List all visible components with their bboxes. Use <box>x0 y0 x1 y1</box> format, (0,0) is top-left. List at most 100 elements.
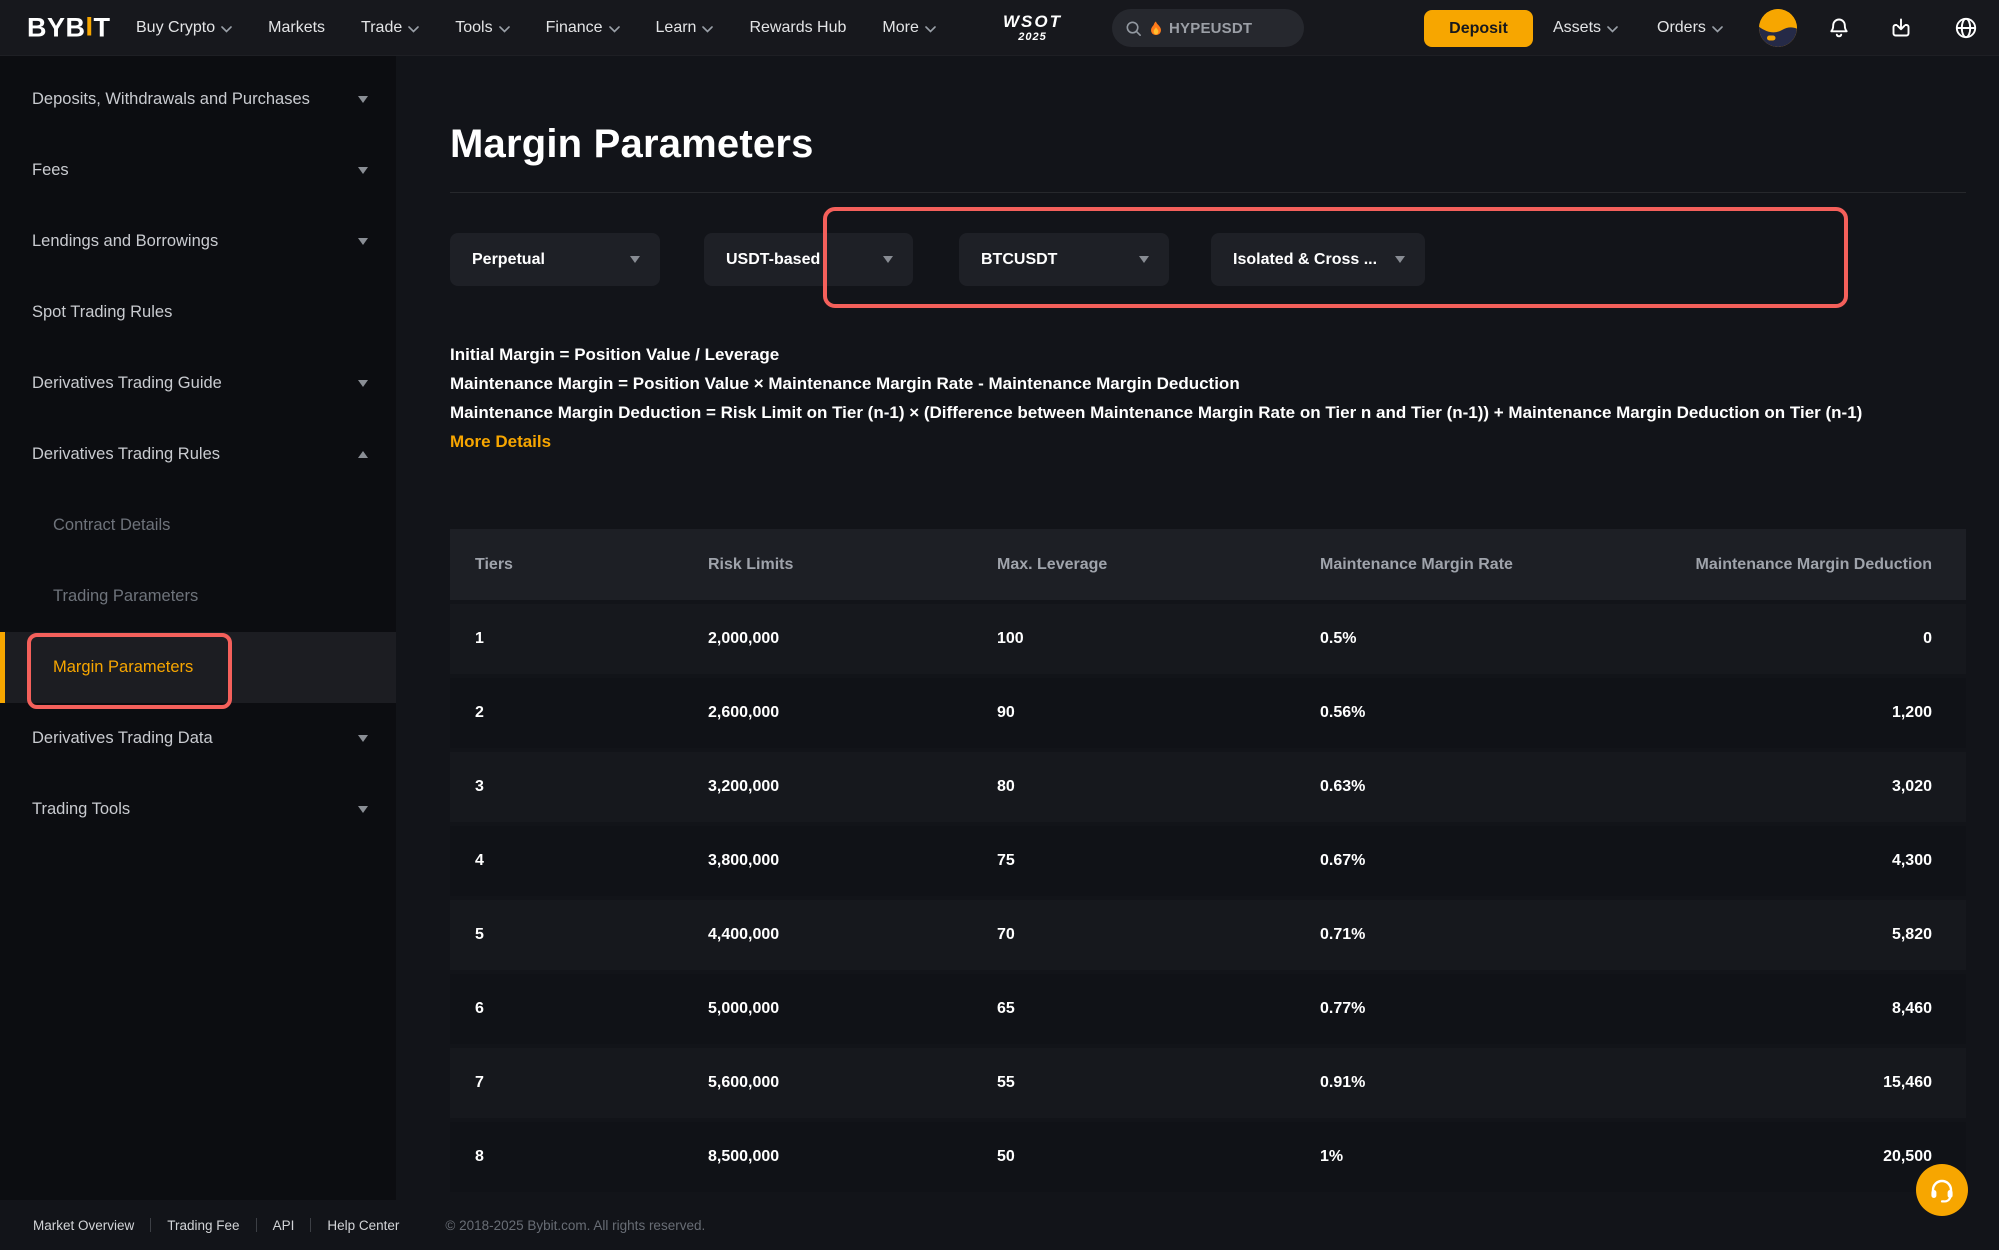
cell-mm-rate: 1% <box>1320 1148 1344 1165</box>
symbol-dropdown[interactable]: BTCUSDT <box>959 233 1169 286</box>
more-details-link[interactable]: More Details <box>450 432 552 451</box>
cell-max-leverage: 90 <box>997 704 1015 721</box>
search-input[interactable]: HYPEUSDT <box>1112 9 1304 47</box>
sidebar-item-label: Trading Tools <box>32 800 131 818</box>
chevron-down-icon <box>1712 25 1723 33</box>
deposit-button[interactable]: Deposit <box>1424 10 1533 47</box>
nav-label: Learn <box>655 19 697 36</box>
cell-max-leverage: 100 <box>997 630 1024 647</box>
nav-item-learn[interactable]: Learn <box>656 19 714 37</box>
sidebar-item-derivatives-trading-data[interactable]: Derivatives Trading Data <box>0 703 396 774</box>
sidebar-item-spot-trading-rules[interactable]: Spot Trading Rules <box>0 277 396 348</box>
wsot-2025-logo[interactable]: WSOT 2025 <box>1003 13 1062 43</box>
logo-text-2: T <box>93 12 111 42</box>
column-header-risk-limits: Risk Limits <box>708 555 794 573</box>
logo-text: BYB <box>27 12 86 42</box>
cell-mm-deduction: 3,020 <box>1891 778 1932 795</box>
sidebar-item-contract-details[interactable]: Contract Details <box>0 490 396 561</box>
cell-mm-rate: 0.67% <box>1320 852 1366 869</box>
cell-mm-deduction: 0 <box>1923 630 1932 647</box>
nav-item-rewards-hub[interactable]: Rewards Hub <box>749 19 846 37</box>
cell-risk-limit: 5,600,000 <box>708 1074 780 1091</box>
sidebar-item-margin-parameters[interactable]: Margin Parameters <box>0 632 396 703</box>
wsot-line2: 2025 <box>1018 30 1047 43</box>
cell-mm-rate: 0.77% <box>1320 1000 1366 1017</box>
table-row: 2 2,600,000 90 0.56% 1,200 <box>450 678 1966 748</box>
sidebar-item-lendings-borrowings[interactable]: Lendings and Borrowings <box>0 206 396 277</box>
nav-label: Markets <box>268 19 326 36</box>
table-row: 7 5,600,000 55 0.91% 15,460 <box>450 1048 1966 1118</box>
cell-mm-deduction: 20,500 <box>1883 1148 1932 1165</box>
footer-copyright: © 2018-2025 Bybit.com. All rights reserv… <box>445 1217 706 1233</box>
cell-max-leverage: 75 <box>997 852 1015 869</box>
sidebar-item-label: Spot Trading Rules <box>32 303 173 321</box>
chevron-down-icon <box>608 25 620 33</box>
cell-tier: 5 <box>475 926 484 943</box>
formula-initial-margin: Initial Margin = Position Value / Levera… <box>450 345 780 364</box>
nav-item-buy-crypto[interactable]: Buy Crypto <box>136 19 232 37</box>
nav-label: Assets <box>1553 19 1602 36</box>
column-header-tiers: Tiers <box>475 555 513 573</box>
sidebar-item-label: Derivatives Trading Data <box>32 729 213 747</box>
formula-maintenance-margin-deduction: Maintenance Margin Deduction = Risk Limi… <box>450 403 1863 422</box>
bybit-logo[interactable]: BYB I T <box>27 11 111 43</box>
nav-item-trade[interactable]: Trade <box>361 19 420 37</box>
chevron-down-icon <box>358 806 368 813</box>
cell-mm-rate: 0.5% <box>1320 630 1357 647</box>
settlement-dropdown[interactable]: USDT-based <box>704 233 913 286</box>
sidebar-item-derivatives-trading-guide[interactable]: Derivatives Trading Guide <box>0 348 396 419</box>
page-title: Margin Parameters <box>450 122 814 166</box>
globe-icon <box>1955 17 1977 38</box>
sidebar-item-trading-parameters[interactable]: Trading Parameters <box>0 561 396 632</box>
cell-tier: 7 <box>475 1074 484 1091</box>
sidebar-item-derivatives-trading-rules[interactable]: Derivatives Trading Rules <box>0 419 396 490</box>
sidebar-item-trading-tools[interactable]: Trading Tools <box>0 774 396 845</box>
cell-mm-deduction: 8,460 <box>1891 1000 1932 1017</box>
wsot-line1: WSOT <box>1003 11 1062 31</box>
cell-risk-limit: 2,600,000 <box>708 704 780 721</box>
table-header-row: Tiers Risk Limits Max. Leverage Maintena… <box>450 529 1966 600</box>
footer-separator <box>255 1218 257 1232</box>
nav-item-more[interactable]: More <box>882 19 936 37</box>
user-avatar[interactable] <box>1759 8 1797 47</box>
sidebar-item-label: Trading Parameters <box>53 587 199 605</box>
cell-risk-limit: 3,200,000 <box>708 778 780 795</box>
table-row: 5 4,400,000 70 0.71% 5,820 <box>450 900 1966 970</box>
notifications-button[interactable] <box>1826 15 1852 41</box>
headset-icon <box>1931 1179 1953 1203</box>
search-query-text: HYPEUSDT <box>1169 19 1253 37</box>
download-app-button[interactable] <box>1888 15 1914 41</box>
margin-mode-dropdown[interactable]: Isolated & Cross ... <box>1211 233 1425 286</box>
nav-item-tools[interactable]: Tools <box>455 19 510 37</box>
footer-link-api[interactable]: API <box>272 1217 295 1233</box>
chevron-down-icon <box>358 96 368 103</box>
chevron-up-icon <box>358 451 368 458</box>
cell-mm-deduction: 15,460 <box>1883 1074 1932 1091</box>
nav-item-assets[interactable]: Assets <box>1553 0 1618 56</box>
chevron-down-icon <box>221 25 232 33</box>
nav-item-orders[interactable]: Orders <box>1657 0 1723 56</box>
cell-risk-limit: 4,400,000 <box>708 926 780 943</box>
sidebar-item-label: Contract Details <box>53 516 171 534</box>
footer-separator <box>150 1218 152 1232</box>
nav-item-markets[interactable]: Markets <box>268 19 325 37</box>
nav-label: Trade <box>361 19 403 36</box>
support-chat-button[interactable] <box>1916 1164 1968 1216</box>
cell-mm-rate: 0.63% <box>1320 778 1366 795</box>
language-button[interactable] <box>1952 14 1980 42</box>
footer-link-trading-fee[interactable]: Trading Fee <box>167 1217 240 1233</box>
chevron-down-icon <box>358 167 368 174</box>
sidebar-item-label: Margin Parameters <box>53 658 194 676</box>
contract-type-dropdown[interactable]: Perpetual <box>450 233 660 286</box>
nav-item-finance[interactable]: Finance <box>546 19 620 37</box>
chevron-down-icon <box>408 25 420 33</box>
table-row: 4 3,800,000 75 0.67% 4,300 <box>450 826 1966 896</box>
sidebar-item-deposits-withdrawals[interactable]: Deposits, Withdrawals and Purchases <box>0 64 396 135</box>
sidebar-item-fees[interactable]: Fees <box>0 135 396 206</box>
footer-link-help-center[interactable]: Help Center <box>327 1217 400 1233</box>
cell-risk-limit: 2,000,000 <box>708 630 780 647</box>
sidebar-item-label: Deposits, Withdrawals and Purchases <box>32 90 310 108</box>
title-divider <box>450 192 1966 193</box>
footer-link-market-overview[interactable]: Market Overview <box>33 1217 135 1233</box>
cell-mm-rate: 0.71% <box>1320 926 1366 943</box>
